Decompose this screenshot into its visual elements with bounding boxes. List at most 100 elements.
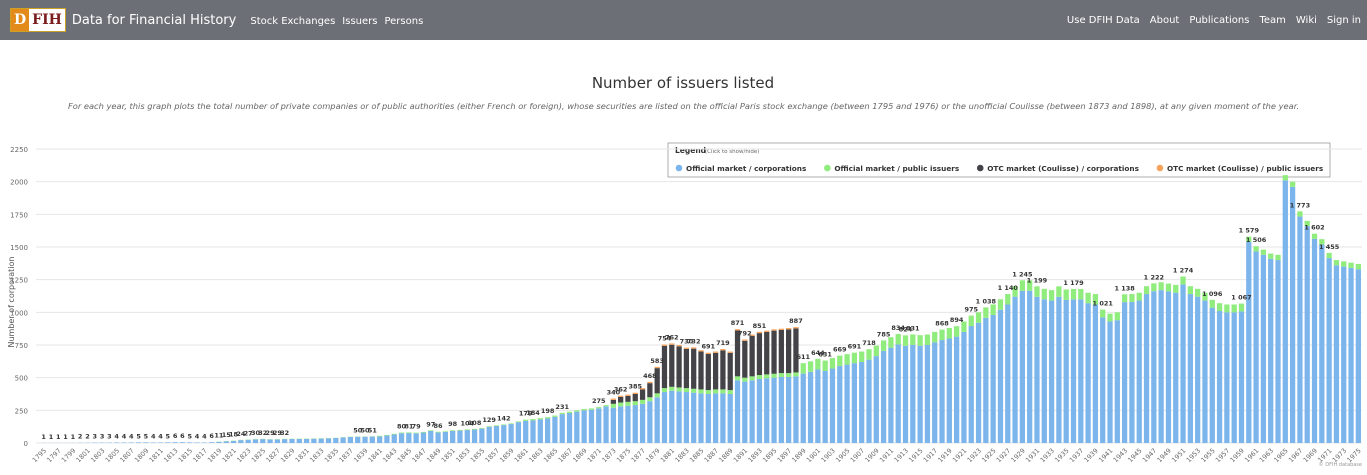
bar-segment xyxy=(523,420,529,443)
nav-link[interactable]: Use DFIH Data xyxy=(1066,14,1140,26)
nav-link[interactable]: Wiki xyxy=(1295,14,1317,26)
bar-segment xyxy=(946,328,952,339)
bar-segment xyxy=(501,425,507,443)
bar-segment xyxy=(778,329,784,374)
bar-segment xyxy=(691,347,697,349)
bar-segment xyxy=(793,372,799,377)
bar-segment xyxy=(1041,288,1047,300)
total-label: 362 xyxy=(614,386,628,394)
nav-link[interactable]: Publications xyxy=(1189,14,1250,26)
total-label: 834 xyxy=(891,324,905,332)
x-tick-label: 1953 xyxy=(1185,447,1202,464)
total-label: 691 xyxy=(848,343,862,351)
legend-item[interactable]: OTC market (Coulisse) / public issuers xyxy=(1156,164,1324,173)
bar-segment xyxy=(1326,252,1332,259)
bar-segment xyxy=(1100,309,1106,318)
y-axis-title: Number of corporation xyxy=(7,256,16,347)
bar-segment xyxy=(880,350,887,443)
x-tick-label: 1801 xyxy=(75,447,92,464)
bar-segment xyxy=(1224,312,1230,443)
bar-segment xyxy=(347,436,354,443)
nav-right: Use DFIH Data About Publications Team Wiki Si… xyxy=(1057,15,1361,26)
total-label: 129 xyxy=(482,416,496,424)
nav-link[interactable]: Issuers xyxy=(342,15,378,27)
bar-segment xyxy=(1202,300,1208,443)
total-label: 1 xyxy=(56,433,61,441)
bar-segment xyxy=(654,366,660,369)
total-label: 718 xyxy=(862,339,876,347)
bar-segment xyxy=(705,354,711,391)
legend-hint: (Click to show/hide) xyxy=(705,149,759,155)
bar-segment xyxy=(1034,286,1040,297)
bar-segment xyxy=(932,342,938,443)
total-label: 4 xyxy=(129,432,134,440)
bar-segment xyxy=(1311,233,1318,239)
x-tick-label: 1903 xyxy=(820,447,837,464)
bar-segment xyxy=(880,340,887,351)
bar-segment xyxy=(618,402,624,407)
x-tick-label: 1915 xyxy=(907,447,924,464)
bar-segment xyxy=(691,348,697,389)
x-tick-label: 1921 xyxy=(951,447,968,464)
bar-segment xyxy=(661,392,668,443)
bar-segment xyxy=(333,438,339,443)
bar-segment xyxy=(1136,300,1142,443)
logo[interactable]: D FIH xyxy=(10,8,66,32)
bar-segment xyxy=(924,334,931,345)
bar-segment xyxy=(1165,283,1172,292)
total-label: 631 xyxy=(818,351,832,359)
bar-segment xyxy=(1275,260,1281,443)
x-tick-label: 1835 xyxy=(323,447,340,464)
bar-segment xyxy=(552,415,558,417)
bar-segment xyxy=(230,440,237,443)
bar-segment xyxy=(1297,211,1303,217)
bar-segment xyxy=(1056,286,1062,297)
x-tick-label: 1841 xyxy=(367,447,384,464)
nav-link[interactable]: Team xyxy=(1259,14,1286,26)
bar-segment xyxy=(727,352,733,391)
bar-segment xyxy=(172,442,178,443)
bar-segment xyxy=(742,381,748,443)
nav-link[interactable]: About xyxy=(1149,14,1180,26)
bar-segment xyxy=(1114,320,1120,443)
bar-segment xyxy=(669,386,675,391)
x-tick-label: 1937 xyxy=(1068,447,1085,464)
bar-segment xyxy=(1121,302,1128,443)
bar-segment xyxy=(924,345,931,443)
nav-link[interactable]: Persons xyxy=(384,15,424,27)
legend-item[interactable]: Official market / public issuers xyxy=(824,164,959,173)
legend-item[interactable]: OTC market (Coulisse) / corporations xyxy=(976,164,1139,173)
bar-segment xyxy=(398,432,405,434)
series xyxy=(216,175,1361,442)
total-label: 275 xyxy=(592,397,606,405)
bar-segment xyxy=(742,377,748,382)
bar-segment xyxy=(252,439,259,443)
nav-link[interactable]: Sign in xyxy=(1326,14,1361,26)
total-label: 1 140 xyxy=(998,284,1019,292)
bar-segment xyxy=(128,442,134,443)
bar-segment xyxy=(1238,303,1245,312)
bar-segment xyxy=(1268,258,1274,443)
bar-segment xyxy=(420,432,427,443)
legend-item[interactable]: Official market / corporations xyxy=(675,164,807,173)
bar-segment xyxy=(669,390,675,443)
x-tick-label: 1929 xyxy=(1009,447,1026,464)
total-label: 1 245 xyxy=(1012,270,1033,278)
bar-segment xyxy=(625,395,631,402)
bar-segment xyxy=(1048,300,1055,443)
x-tick-label: 1851 xyxy=(440,447,457,464)
total-label: 340 xyxy=(607,389,621,397)
total-label: 198 xyxy=(541,407,555,415)
total-label: 1 021 xyxy=(1093,300,1114,308)
bar-segment xyxy=(1151,283,1157,292)
nav-link[interactable]: Stock Exchanges xyxy=(250,15,336,27)
brand[interactable]: Data for Financial History xyxy=(71,12,237,28)
bar-segment xyxy=(1005,294,1011,305)
total-label: 1 067 xyxy=(1231,294,1251,302)
bar-segment xyxy=(1019,290,1025,443)
x-tick-label: 1873 xyxy=(600,447,617,464)
bar-segment xyxy=(311,438,317,443)
bar-segment xyxy=(1319,239,1325,245)
y-tick-label: 2000 xyxy=(10,179,28,187)
bar-segment xyxy=(369,436,375,443)
